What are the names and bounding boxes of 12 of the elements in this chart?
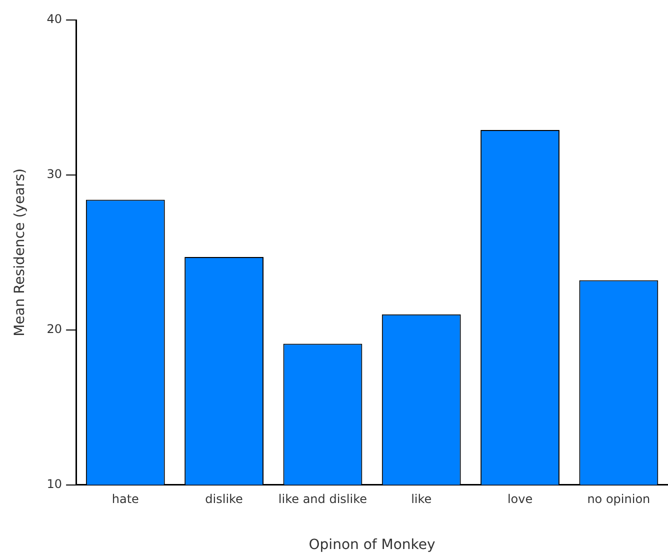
y-axis-title: Mean Residence (years) [12, 168, 28, 336]
x-tick-label: love [507, 492, 533, 506]
x-tick-label: like and dislike [278, 492, 367, 506]
x-tick-label: no opinion [587, 492, 650, 506]
y-tick-label: 20 [46, 322, 62, 336]
x-tick-label: dislike [205, 492, 243, 506]
x-tick-label: hate [112, 492, 139, 506]
y-tick-label: 40 [46, 12, 62, 26]
y-tick-label: 30 [46, 167, 62, 182]
x-tick-label: like [411, 492, 432, 506]
y-tick-label: 10 [46, 476, 62, 491]
x-axis-title: Opinon of Monkey [308, 537, 436, 554]
